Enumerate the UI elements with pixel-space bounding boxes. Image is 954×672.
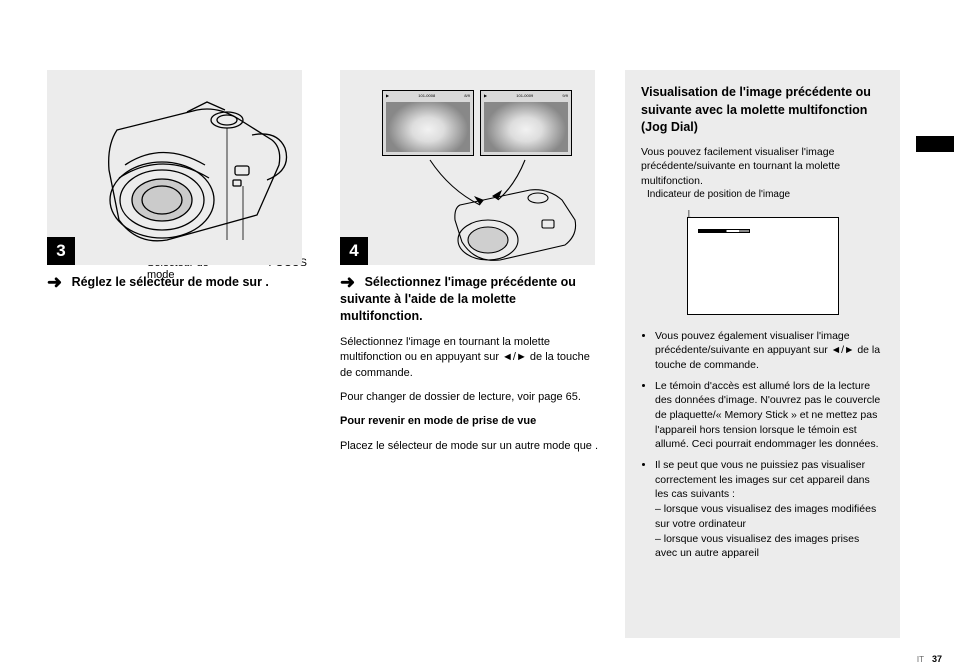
page-number: 37	[932, 654, 942, 664]
page-root: 3 ➜ Réglez le sélecteur de mode sur . Sé…	[0, 0, 954, 672]
step-4-reset-body: Placez le sélecteur de mode sur un autre…	[340, 439, 600, 454]
side-tab	[916, 136, 954, 152]
arrow-icon: ➜	[340, 273, 355, 291]
step-4-badge: 4	[340, 237, 368, 265]
info-column: Visualisation de l'image précédente ou s…	[625, 70, 905, 638]
step-4-body: Sélectionnez l'image en tournant la mole…	[340, 335, 600, 454]
info-bullet: Le témoin d'accès est allumé lors de la …	[655, 379, 884, 452]
info-title: Visualisation de l'image précédente ou s…	[641, 84, 884, 137]
page-marker-it: IT	[917, 655, 924, 664]
image-position-indicator	[698, 229, 750, 233]
info-bullet: Il se peut que vous ne puissiez pas visu…	[655, 458, 884, 561]
step-3-column: 3 ➜ Réglez le sélecteur de mode sur . Sé…	[47, 70, 307, 281]
step-4-column: ▶ 101-0008 8/9 ▶ 101-0009 9/9	[340, 70, 600, 463]
info-bullet: Vous pouvez également visualiser l'image…	[655, 329, 884, 373]
step-4-para2: Pour changer de dossier de lecture, voir…	[340, 390, 600, 405]
arrow-icon: ➜	[47, 273, 62, 291]
step-4-para1: Sélectionnez l'image en tournant la mole…	[340, 335, 600, 381]
lcd-frame	[687, 217, 839, 315]
info-bullets: Vous pouvez également visualiser l'image…	[641, 329, 884, 561]
lcd-caption: Indicateur de position de l'image	[647, 189, 790, 201]
camera-drawing	[47, 70, 302, 265]
info-panel: Visualisation de l'image précédente ou s…	[625, 70, 900, 638]
step-4-reset-title: Pour revenir en mode de prise de vue	[340, 414, 600, 429]
info-para1: Vous pouvez facilement visualiser l'imag…	[641, 145, 884, 189]
step-3-illustration: 3	[47, 70, 302, 265]
camera-small-drawing	[340, 70, 595, 265]
step-4-title-text: Sélectionnez l'image précédente ou suiva…	[340, 275, 576, 323]
step-4-illustration: ▶ 101-0008 8/9 ▶ 101-0009 9/9	[340, 70, 595, 265]
step-4-title: ➜ Sélectionnez l'image précédente ou sui…	[340, 273, 600, 325]
step-3-badge: 3	[47, 237, 75, 265]
